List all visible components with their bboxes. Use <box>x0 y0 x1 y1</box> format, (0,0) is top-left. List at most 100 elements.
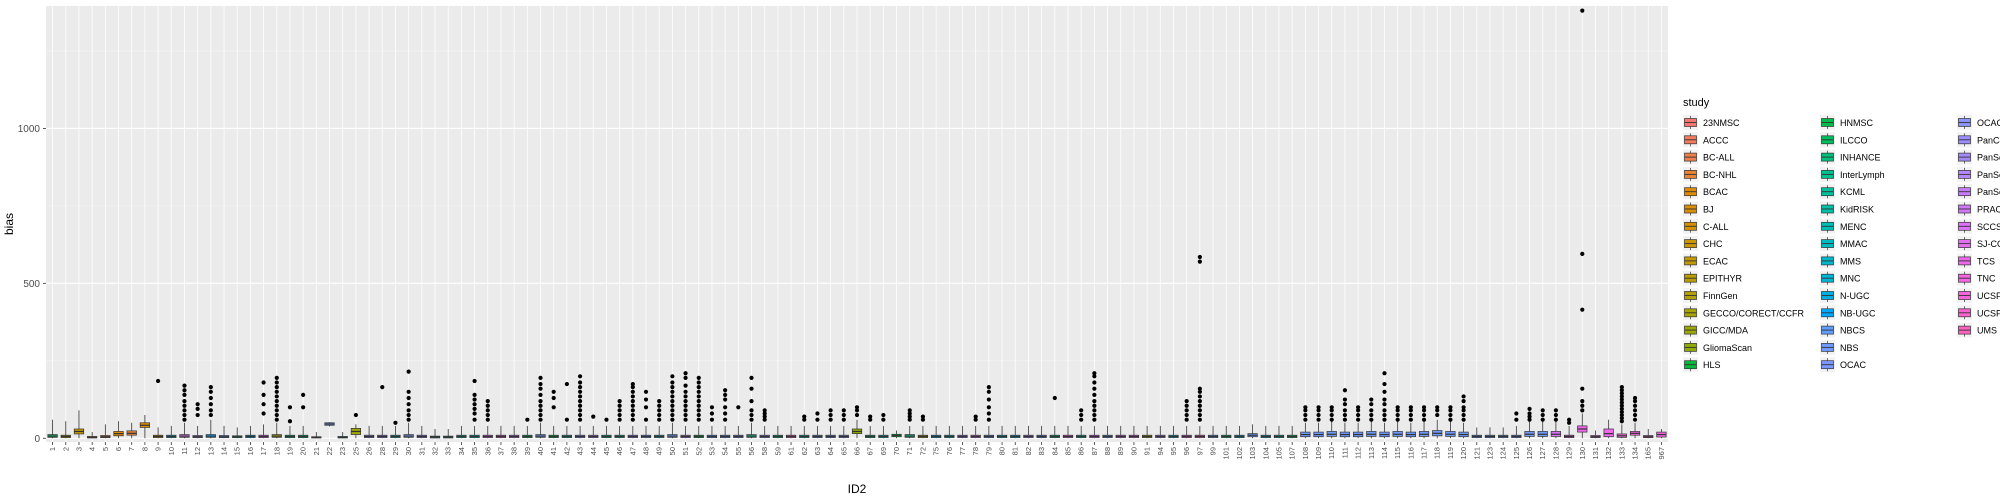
x-tick-label: 120 <box>1459 447 1468 460</box>
x-tick-label: 967 <box>1657 447 1666 460</box>
outlier-point <box>881 412 886 418</box>
legend-label: PanScan III <box>1977 187 2000 197</box>
outlier-point <box>195 412 200 418</box>
outlier-point <box>393 420 398 425</box>
box-109 <box>1313 405 1324 439</box>
outlier-point <box>538 398 543 404</box>
outlier-point <box>802 414 807 419</box>
outlier-point <box>749 398 754 404</box>
box-52 <box>693 375 704 439</box>
outlier-point <box>208 385 213 390</box>
outlier-point <box>986 385 991 390</box>
outlier-point <box>1382 417 1387 422</box>
box-115 <box>1392 405 1403 439</box>
box-105 <box>1273 425 1285 439</box>
outlier-point <box>696 375 701 380</box>
x-tick-label: 108 <box>1301 447 1310 460</box>
legend-item: MENC <box>1820 218 1867 234</box>
outlier-point <box>182 392 187 397</box>
box-58 <box>759 408 770 439</box>
x-tick-label: 76 <box>945 447 954 455</box>
box-99 <box>1207 425 1219 439</box>
legend-item: PanScan I+II <box>1957 149 2000 165</box>
x-tick-label: 165 <box>1644 447 1653 460</box>
box-66 <box>851 405 863 439</box>
outlier-point <box>868 417 873 422</box>
outlier-point <box>1369 412 1374 418</box>
legend-item: BC-ALL <box>1683 149 1735 165</box>
outlier-point <box>723 392 728 397</box>
box-104 <box>1260 425 1271 439</box>
box-21 <box>311 432 322 439</box>
outlier-point <box>1092 408 1097 413</box>
outlier-point <box>749 375 754 380</box>
x-tick-label: 71 <box>905 447 914 455</box>
x-tick-label: 39 <box>523 447 532 455</box>
box-116 <box>1405 405 1416 439</box>
legend-label: OCAC <box>1840 360 1867 370</box>
outlier-point <box>1632 417 1638 422</box>
outlier-point <box>683 383 688 388</box>
x-tick-label: 32 <box>431 447 440 455</box>
x-tick-label: 22 <box>325 447 334 455</box>
box-9 <box>152 378 164 439</box>
x-tick-label: 113 <box>1367 447 1376 459</box>
outlier-point <box>1303 412 1308 418</box>
box-50 <box>667 374 678 439</box>
x-tick-label: 87 <box>1090 447 1099 455</box>
box-87 <box>1089 371 1100 439</box>
legend-label: CHC <box>1703 239 1723 249</box>
outlier-point <box>986 397 991 402</box>
box-32 <box>429 428 441 439</box>
outlier-point <box>472 417 477 422</box>
outlier-point <box>261 380 266 385</box>
legend-item: SCCS <box>1957 218 2000 234</box>
outlier-point <box>670 394 675 399</box>
outlier-point <box>1408 405 1413 410</box>
x-tick-label: 46 <box>615 447 624 455</box>
outlier-point <box>406 417 411 422</box>
outlier-point <box>274 375 279 380</box>
box-22 <box>324 422 335 427</box>
outlier-point <box>1408 412 1413 418</box>
legend-item: MMAC <box>1820 236 1868 252</box>
box-81 <box>1010 425 1021 439</box>
box-43 <box>574 374 586 439</box>
x-tick-label: 83 <box>1037 447 1046 455</box>
x-tick-label: 38 <box>510 447 519 455</box>
outlier-point <box>709 411 715 416</box>
outlier-point <box>709 405 715 410</box>
outlier-point <box>1435 408 1440 413</box>
legend-label: NB-UGC <box>1840 308 1876 318</box>
x-tick-label: 5 <box>101 447 110 451</box>
legend-item: InterLymph <box>1820 166 1885 182</box>
x-tick-label: 79 <box>984 447 993 455</box>
outlier-point <box>261 411 266 416</box>
outlier-point <box>195 402 200 407</box>
outlier-point <box>670 398 675 404</box>
legend-label: NBCS <box>1840 326 1865 336</box>
box-71 <box>904 408 915 439</box>
outlier-point <box>1421 408 1427 413</box>
outlier-point <box>538 381 543 387</box>
x-tick-label: 44 <box>589 447 598 455</box>
x-tick-label: 82 <box>1024 447 1033 455</box>
outlier-point <box>696 417 701 422</box>
x-tick-label: 118 <box>1433 447 1442 459</box>
box-7 <box>126 422 137 439</box>
box-3 <box>73 410 85 439</box>
outlier-point <box>577 408 583 413</box>
box-53 <box>706 405 718 439</box>
outlier-point <box>986 405 991 410</box>
outlier-point <box>274 417 279 422</box>
legend-label: UMS <box>1977 326 1997 336</box>
outlier-point <box>1329 417 1334 422</box>
x-tick-label: 77 <box>958 447 967 455</box>
x-tick-label: 14 <box>220 447 229 455</box>
outlier-point <box>406 395 411 401</box>
x-tick-label: 30 <box>404 447 413 455</box>
outlier-point <box>485 398 490 404</box>
x-tick-label: 50 <box>668 447 677 455</box>
legend-label: BCAC <box>1703 187 1729 197</box>
outlier-point <box>683 398 688 404</box>
